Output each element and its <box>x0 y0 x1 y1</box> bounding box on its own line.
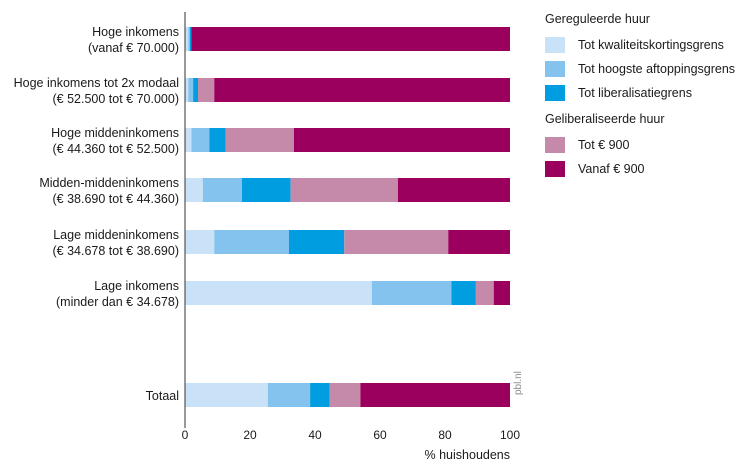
legend-label: Tot kwaliteitskortingsgrens <box>578 37 724 52</box>
legend-item: Tot € 900 <box>545 135 740 154</box>
legend-swatch <box>545 84 565 101</box>
category-label: Midden-middeninkomens (€ 38.690 tot € 44.… <box>39 176 179 206</box>
legend-group: Gereguleerde huur Tot kwaliteitskortingsg… <box>545 12 740 102</box>
x-tick-label: 60 <box>373 428 387 442</box>
x-axis-ticks: 0 20 40 60 80 100 <box>182 428 521 442</box>
legend-swatch <box>545 136 565 153</box>
category-label: Lage inkomens (minder dan € 34.678) <box>56 279 179 309</box>
bar-segment <box>475 281 494 305</box>
legend: Gereguleerde huur Tot kwaliteitskortingsg… <box>545 12 740 188</box>
bar-segment <box>329 383 361 407</box>
bar-segment <box>191 128 210 152</box>
legend-swatch <box>545 160 565 177</box>
bar-segment <box>344 230 449 254</box>
legend-label: Vanaf € 900 <box>578 161 645 176</box>
bar-segment <box>397 178 510 202</box>
legend-label: Tot hoogste aftoppingsgrens <box>578 61 736 76</box>
x-tick-label: 0 <box>182 428 189 442</box>
x-tick-label: 100 <box>500 428 520 442</box>
bar-segment <box>185 128 192 152</box>
category-label: Hoge inkomens tot 2x modaal (€ 52.500 tot… <box>14 76 179 106</box>
bar-segment <box>289 230 345 254</box>
legend-item: Tot hoogste aftoppingsgrens <box>545 59 740 78</box>
category-label: Lage middeninkomens (€ 34.678 tot € 38.69… <box>53 228 179 258</box>
bar-segment <box>360 383 510 407</box>
legend-swatch <box>545 36 565 53</box>
bars-group <box>185 27 510 407</box>
bar-segment <box>185 78 189 102</box>
bar-segment <box>293 128 510 152</box>
bar-segment <box>202 178 242 202</box>
legend-item: Tot liberalisatiegrens <box>545 83 740 102</box>
x-tick-label: 80 <box>438 428 452 442</box>
bar-segment <box>185 281 372 305</box>
legend-group-title: Geliberaliseerde huur <box>545 112 665 126</box>
category-label: Hoge inkomens (vanaf € 70.000) <box>88 25 179 55</box>
bar-segment <box>185 178 203 202</box>
bar-segment <box>267 383 311 407</box>
bar-segment <box>448 230 510 254</box>
bar-segment <box>214 78 510 102</box>
bar-segment <box>371 281 452 305</box>
bar-segment <box>188 27 190 51</box>
bar-segment <box>185 27 189 51</box>
legend-item: Tot kwaliteitskortingsgrens <box>545 35 740 54</box>
bar-segment <box>241 178 291 202</box>
bar-segment <box>185 230 215 254</box>
category-labels: Hoge inkomens (vanaf € 70.000) Hoge inkome… <box>14 25 179 403</box>
bar-segment <box>214 230 289 254</box>
x-axis-title: % huishoudens <box>425 448 510 462</box>
x-tick-label: 20 <box>243 428 257 442</box>
x-tick-label: 40 <box>308 428 322 442</box>
legend-label: Tot € 900 <box>578 137 630 152</box>
bar-segment <box>225 128 294 152</box>
bar-segment <box>189 27 192 51</box>
bar-segment <box>188 78 194 102</box>
bar-segment <box>193 78 198 102</box>
bar-segment <box>185 383 268 407</box>
bar-segment <box>310 383 330 407</box>
legend-item: Vanaf € 900 <box>545 159 740 178</box>
bar-segment <box>198 78 215 102</box>
bar-segment <box>191 27 510 51</box>
legend-label: Tot liberalisatiegrens <box>578 85 692 100</box>
bar-segment <box>493 281 510 305</box>
source-label: pbl.nl <box>513 371 524 395</box>
bar-segment <box>290 178 398 202</box>
bar-segment <box>209 128 226 152</box>
legend-swatch <box>545 60 565 77</box>
legend-group: Geliberaliseerde huur Tot € 900 Vanaf € 90… <box>545 112 740 178</box>
category-label: Totaal <box>146 389 179 403</box>
legend-group-title: Gereguleerde huur <box>545 12 650 26</box>
bar-segment <box>451 281 476 305</box>
category-label: Hoge middeninkomens (€ 44.360 tot € 52.50… <box>51 126 179 156</box>
